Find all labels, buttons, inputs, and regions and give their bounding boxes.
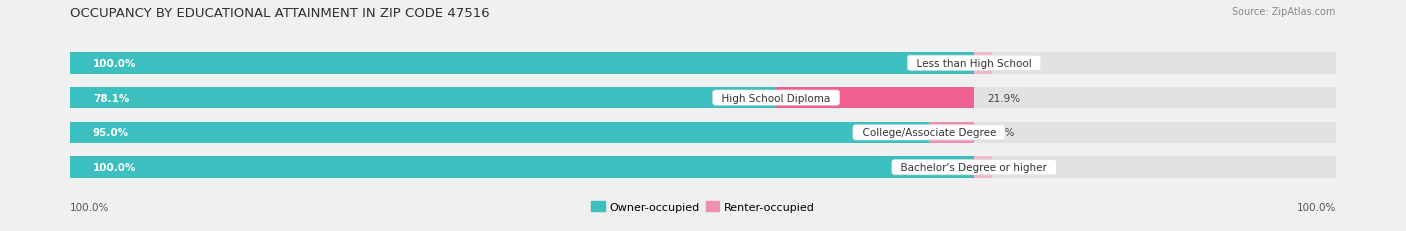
Bar xyxy=(70,122,929,143)
Legend: Owner-occupied, Renter-occupied: Owner-occupied, Renter-occupied xyxy=(586,197,820,216)
Bar xyxy=(974,53,993,74)
Bar xyxy=(70,157,974,178)
Bar xyxy=(70,53,1336,74)
Bar xyxy=(70,122,1336,143)
Text: 100.0%: 100.0% xyxy=(70,202,110,212)
Text: 95.0%: 95.0% xyxy=(93,128,129,138)
Text: 0.0%: 0.0% xyxy=(1005,58,1032,69)
Text: Source: ZipAtlas.com: Source: ZipAtlas.com xyxy=(1232,7,1336,17)
Bar xyxy=(70,87,1336,109)
Text: 100.0%: 100.0% xyxy=(93,162,136,173)
Bar xyxy=(929,122,974,143)
Text: High School Diploma: High School Diploma xyxy=(716,93,837,103)
Bar xyxy=(70,157,1336,178)
Text: Bachelor's Degree or higher: Bachelor's Degree or higher xyxy=(894,162,1054,173)
Text: 100.0%: 100.0% xyxy=(1296,202,1336,212)
Text: 5.0%: 5.0% xyxy=(987,128,1014,138)
Text: 78.1%: 78.1% xyxy=(93,93,129,103)
Text: Less than High School: Less than High School xyxy=(910,58,1038,69)
Text: 0.0%: 0.0% xyxy=(1005,162,1032,173)
Text: 21.9%: 21.9% xyxy=(987,93,1021,103)
Bar xyxy=(776,87,974,109)
Text: OCCUPANCY BY EDUCATIONAL ATTAINMENT IN ZIP CODE 47516: OCCUPANCY BY EDUCATIONAL ATTAINMENT IN Z… xyxy=(70,7,489,20)
Text: 100.0%: 100.0% xyxy=(93,58,136,69)
Bar xyxy=(70,53,974,74)
Bar xyxy=(974,157,993,178)
Bar xyxy=(70,87,776,109)
Text: College/Associate Degree: College/Associate Degree xyxy=(855,128,1002,138)
